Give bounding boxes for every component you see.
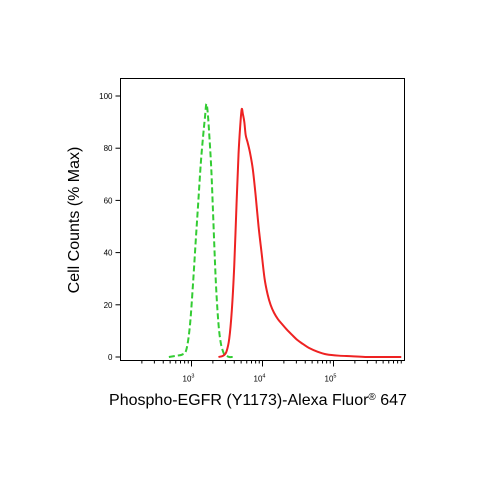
y-tick-label: 60: [104, 196, 113, 205]
plot-frame: [120, 78, 405, 361]
solid-histogram-line: [218, 107, 402, 359]
x-tick-label: 104: [254, 374, 266, 384]
x-axis-title: Phospho-EGFR (Y1173)-Alexa Fluor® 647: [109, 392, 407, 409]
y-tick-label: 40: [104, 249, 113, 258]
histogram-curves: [168, 102, 402, 359]
x-tick-labels: 103 104 105: [183, 374, 337, 384]
y-tick-label: 80: [104, 144, 113, 153]
y-tick-labels: 0 20 40 60 80 100: [99, 92, 113, 362]
y-tick-label: 100: [99, 92, 113, 101]
y-axis-title: Cell Counts (% Max): [66, 147, 83, 294]
x-tick-label: 103: [183, 374, 195, 384]
x-tick-label: 105: [325, 374, 337, 384]
axis-ticks: [115, 95, 402, 367]
y-tick-label: 20: [104, 301, 113, 310]
y-tick-label: 0: [108, 353, 113, 362]
dashed-histogram-line: [168, 102, 233, 359]
